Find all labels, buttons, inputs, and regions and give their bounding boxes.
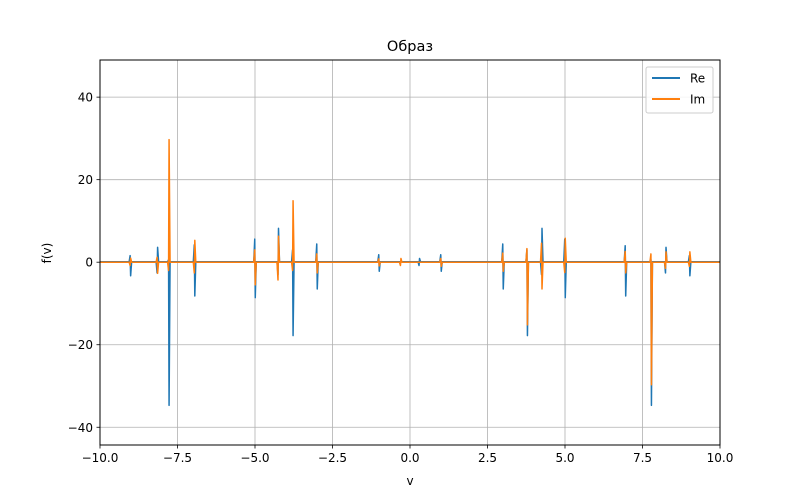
x-axis-label: v bbox=[406, 474, 413, 488]
legend-label-im: Im bbox=[690, 93, 705, 107]
y-tick-label: 40 bbox=[78, 91, 93, 105]
y-axis-label: f(v) bbox=[40, 243, 54, 264]
x-tick-label: 7.5 bbox=[633, 451, 652, 465]
y-tick-label: −20 bbox=[68, 338, 93, 352]
chart-title: Образ bbox=[387, 39, 433, 55]
x-tick-label: 2.5 bbox=[478, 451, 497, 465]
x-tick-label: 10.0 bbox=[707, 451, 734, 465]
x-tick-label: −2.5 bbox=[318, 451, 347, 465]
x-tick-label: −7.5 bbox=[163, 451, 192, 465]
series-line-im bbox=[100, 138, 720, 386]
x-tick-label: −5.0 bbox=[240, 451, 269, 465]
x-tick-label: 0.0 bbox=[400, 451, 419, 465]
legend-label-re: Re bbox=[690, 72, 705, 86]
series-layer bbox=[100, 138, 720, 407]
y-tick-label: −40 bbox=[68, 421, 93, 435]
y-tick-label: 20 bbox=[78, 173, 93, 187]
x-tick-label: −10.0 bbox=[82, 451, 119, 465]
x-tick-label: 5.0 bbox=[555, 451, 574, 465]
y-tick-label: 0 bbox=[85, 256, 93, 270]
legend: Re Im bbox=[645, 66, 714, 114]
y-axis: −40 −20 0 20 40 bbox=[68, 91, 100, 435]
x-axis: −10.0 −7.5 −5.0 −2.5 0.0 2.5 5.0 7.5 10.0 bbox=[82, 445, 734, 465]
